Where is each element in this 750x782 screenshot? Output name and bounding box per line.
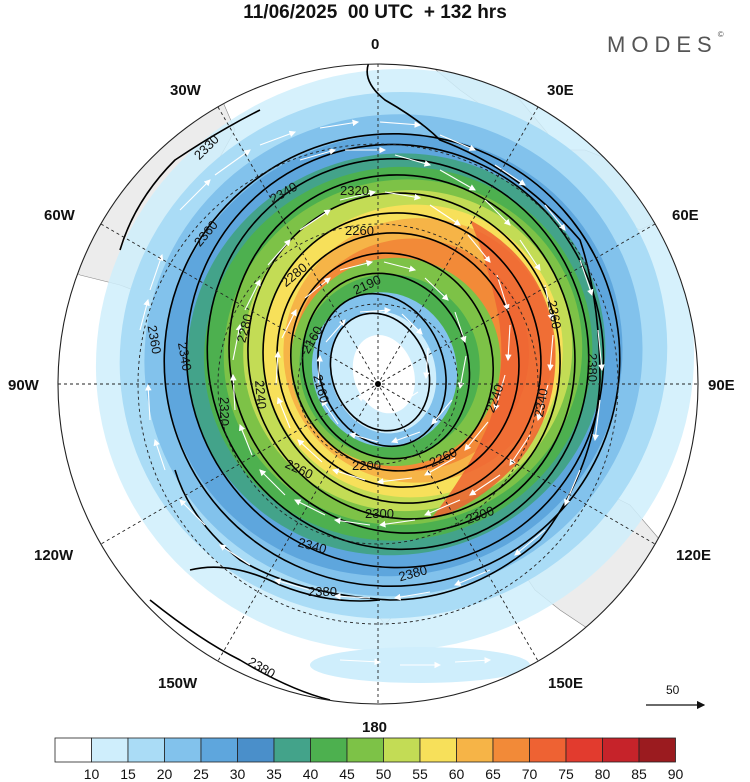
colorbar-swatch [164,737,202,763]
contour-label: 2340 [296,535,328,557]
colorbar-swatch [529,737,567,763]
colorbar-tick-label: 90 [668,766,684,782]
colorbar-tick-label: 85 [631,766,647,782]
contour-label: 2320 [217,397,232,426]
lon-label-120e: 120E [676,547,711,564]
wind-shading [95,69,695,651]
colorbar-tick-label: 60 [449,766,465,782]
lon-label-150e: 150E [548,675,583,692]
colorbar-swatch [492,737,530,763]
colorbar-tick-label: 40 [303,766,319,782]
colorbar-swatch [346,737,384,763]
brand-mark: © [717,30,724,39]
contour-label: 2280 [234,312,256,344]
lon-label-90e: 90E [708,377,735,394]
colorbar-tick-label: 65 [485,766,501,782]
colorbar-swatch [54,737,92,763]
contour-label: 2240 [252,380,269,410]
contour-label: 2160 [310,373,332,405]
colorbar-swatch [237,737,275,763]
brand-logo: MODES© [607,30,724,58]
colorbar-tick-label: 45 [339,766,355,782]
lon-label-30e: 30E [547,82,574,99]
map-title: 11/06/2025 00 UTC + 132 hrs [243,2,507,23]
colorbar: 10 15 20 25 30 35 40 45 50 55 60 65 70 75 80 85 90 [54,737,684,782]
colorbar-tick-label: 10 [84,766,100,782]
lon-label-120w: 120W [34,547,74,564]
lon-label-150w: 150W [158,675,198,692]
colorbar-tick-label: 15 [120,766,136,782]
contour-label: 2360 [145,324,165,355]
colorbar-swatch [200,737,238,763]
colorbar-tick-label: 20 [157,766,173,782]
colorbar-swatch [602,737,640,763]
colorbar-swatch [91,737,129,763]
map-disk [58,64,698,704]
lon-label-180: 180 [362,719,387,736]
colorbar-swatch [127,737,165,763]
colorbar-tick-label: 30 [230,766,246,782]
longitude-labels: 0 180 90W 90E 30W 30E 60W 60E 120W 120E … [8,36,735,736]
colorbar-tick-label: 35 [266,766,282,782]
contour-label: 2300 [365,506,394,521]
colorbar-swatch [565,737,603,763]
reference-vector: 50 [646,683,706,710]
contour-label: 2360 [545,299,565,330]
colorbar-tick-label: 55 [412,766,428,782]
wind-vectors [139,119,605,669]
reference-vector-label: 50 [666,683,680,697]
contour-label: 2380 [397,562,429,584]
height-contours [119,64,621,701]
colorbar-tick-label: 70 [522,766,538,782]
lon-label-30w: 30W [170,82,202,99]
colorbar-swatch [419,737,457,763]
contour-label: 2380 [585,353,600,382]
colorbar-swatch [273,737,311,763]
lon-label-60e: 60E [672,207,699,224]
colorbar-swatch [383,737,421,763]
pole-marker [375,381,381,387]
contour-label: 2260 [345,223,374,238]
contour-label: 2320 [340,183,369,198]
colorbar-swatch [638,737,676,763]
colorbar-tick-label: 80 [595,766,611,782]
contour-label: 2340 [531,387,551,418]
contour-label: 2380 [308,584,337,599]
contour-label: 2340 [175,341,195,372]
colorbar-tick-label: 50 [376,766,392,782]
colorbar-tick-label: 25 [193,766,209,782]
brand-text: MODES [607,32,718,57]
lon-label-60w: 60W [44,207,76,224]
map-boundary [57,63,699,705]
contour-label: 2200 [352,458,381,473]
colorbar-tick-label: 75 [558,766,574,782]
colorbar-swatch [310,737,348,763]
lon-label-0: 0 [371,36,379,53]
colorbar-swatch [456,737,494,763]
lon-label-90w: 90W [8,377,40,394]
